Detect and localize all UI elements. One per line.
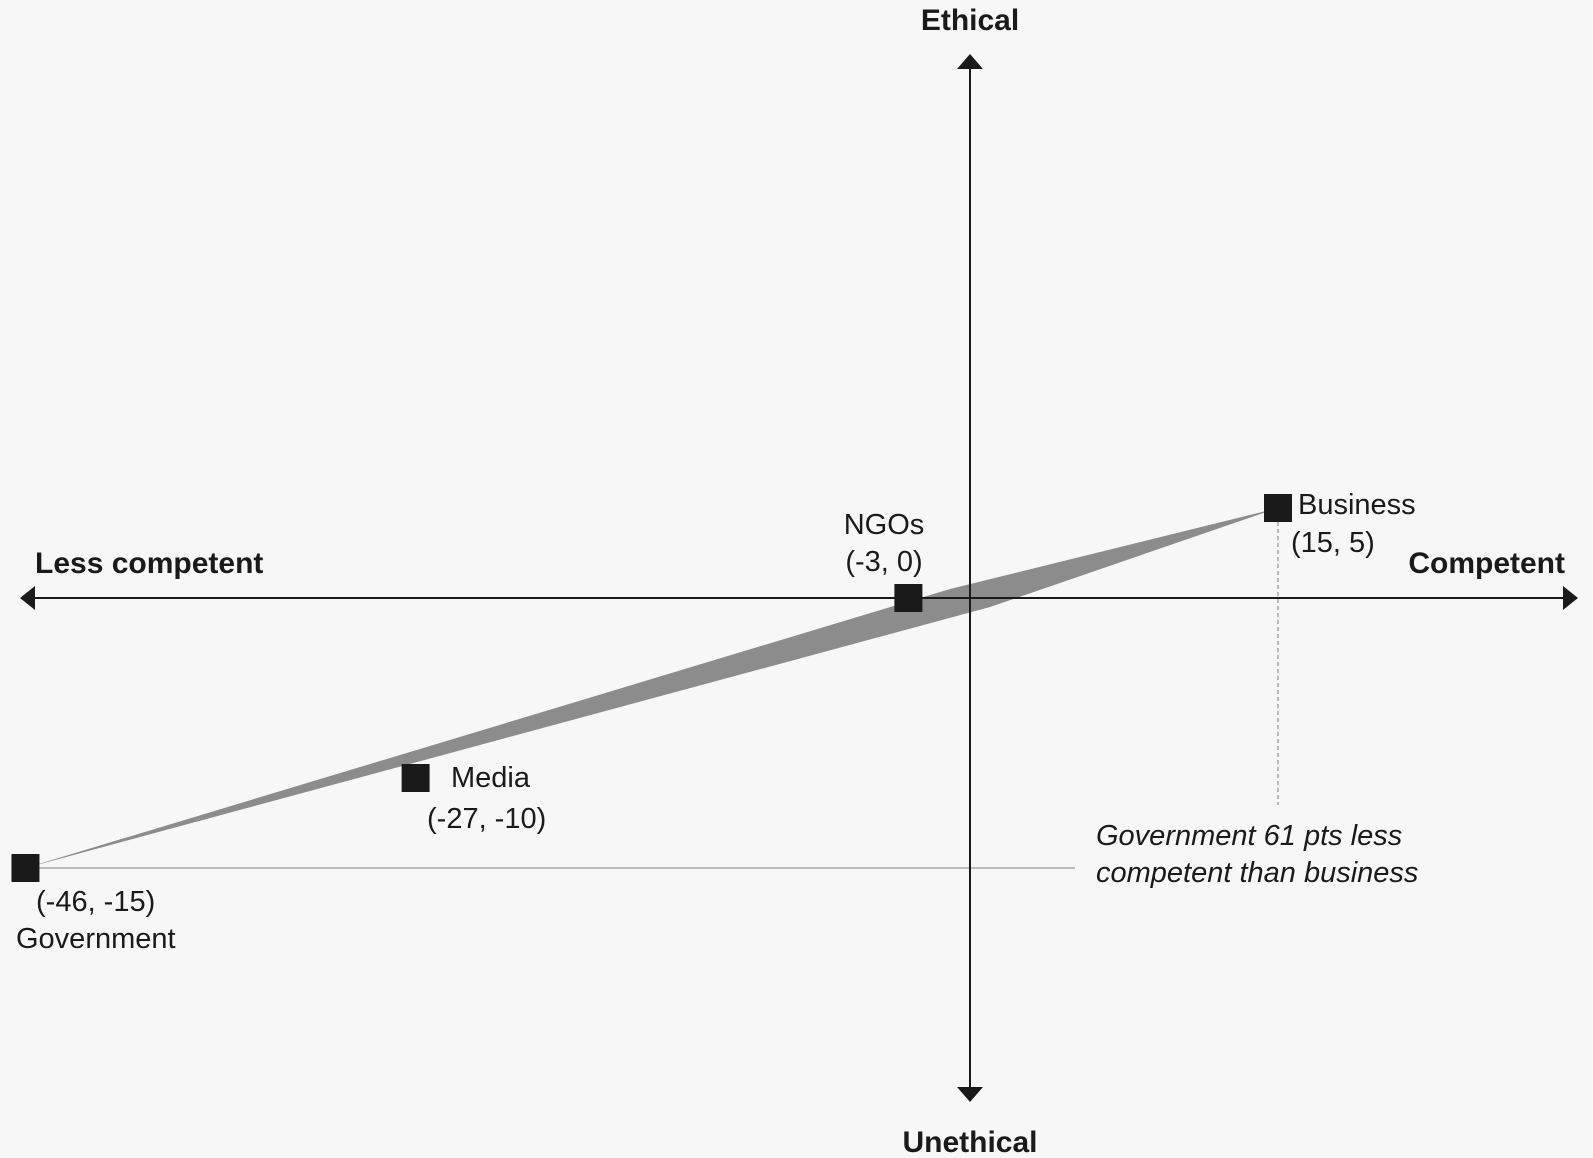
business-marker [1264, 494, 1292, 522]
ngos-coord-label: (-3, 0) [845, 546, 922, 578]
media-label: Media [451, 762, 531, 794]
gap-annotation-line-1: Government 61 pts less [1096, 820, 1402, 852]
ngos-label: NGOs [844, 509, 925, 541]
gap-annotation-line-2: competent than business [1096, 857, 1418, 889]
government-marker [11, 854, 40, 882]
media-coord-label: (-27, -10) [427, 803, 546, 835]
media-marker [401, 764, 430, 792]
x-axis-left-label: Less competent [35, 547, 263, 580]
x-axis-right-arrow [1563, 586, 1578, 610]
y-axis-top-arrow [957, 54, 983, 69]
business-label: Business [1298, 489, 1416, 521]
government-label: Government [16, 923, 176, 955]
y-axis-bottom-label: Unethical [902, 1126, 1037, 1158]
ngos-marker [894, 584, 923, 612]
y-axis-top-label: Ethical [921, 4, 1019, 37]
y-axis-bottom-arrow [957, 1087, 983, 1102]
government-coord-label: (-46, -15) [36, 886, 155, 918]
x-axis-right-label: Competent [1408, 547, 1565, 580]
x-axis-left-arrow [20, 586, 35, 610]
business-coord-label: (15, 5) [1291, 527, 1375, 559]
